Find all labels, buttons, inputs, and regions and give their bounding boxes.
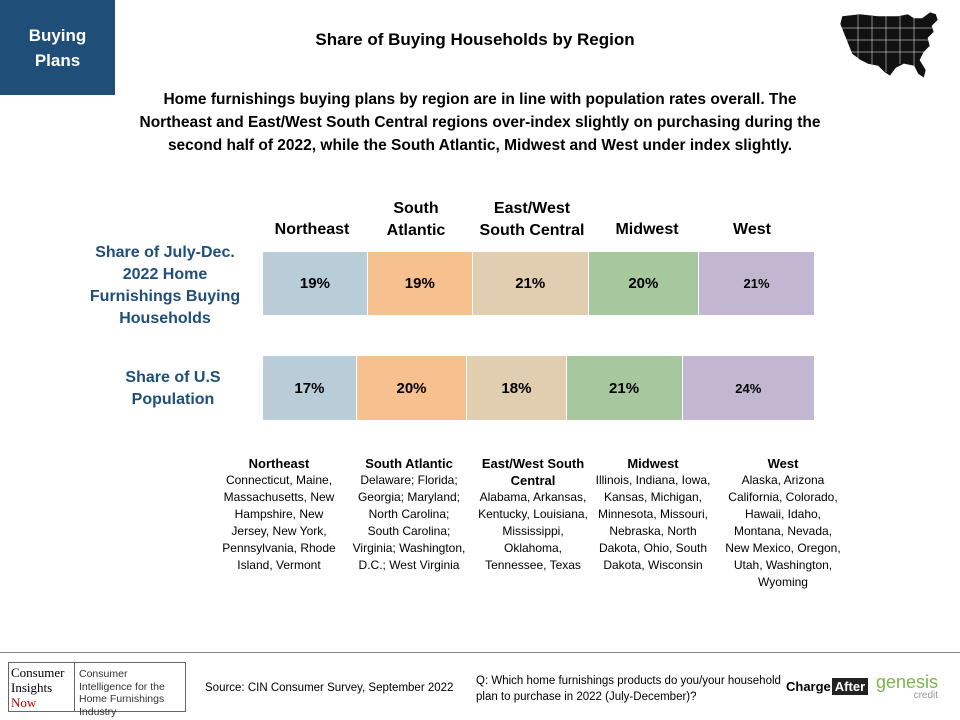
row-label-population: Share of U.S Population — [125, 369, 221, 408]
cin-logo-word: Now — [11, 695, 37, 710]
col-header-midwest: Midwest — [615, 221, 679, 238]
col-header-east-west-south-central: East/West South Central — [479, 200, 585, 239]
bar-segment-buying-4: 21% — [699, 252, 814, 315]
region-desc-east-west-south-central: East/West South Central Alabama, Arkansa… — [478, 455, 588, 574]
cin-logo-tagline: Consumer Intelligence for the Home Furni… — [79, 668, 165, 718]
region-desc-states: Alaska, Arizona California, Colorado, Ha… — [725, 473, 841, 589]
us-map-icon — [839, 11, 939, 79]
region-desc-west: West Alaska, Arizona California, Colorad… — [724, 455, 842, 591]
genesis-logo-sub: credit — [913, 690, 939, 701]
section-tag-label: Buying Plans — [28, 25, 87, 70]
bar-segment-population-3: 21% — [566, 356, 682, 420]
bar-segment-population-1: 20% — [356, 356, 467, 420]
bar-segment-buying-0: 19% — [263, 252, 367, 315]
chargeafter-logo: Charge After — [786, 678, 869, 695]
source-note: Source: CIN Consumer Survey, September 2… — [205, 682, 454, 694]
section-tag: Buying Plans — [0, 0, 115, 95]
region-desc-states: Alabama, Arkansas, Kentucky, Louisiana, … — [478, 490, 588, 572]
bar-segment-buying-1: 19% — [367, 252, 472, 315]
cin-logo-word: Consumer — [11, 665, 65, 680]
region-desc-title: South Atlantic — [365, 456, 453, 471]
bar-segment-buying-3: 20% — [588, 252, 699, 315]
region-desc-title: West — [767, 456, 799, 471]
page-title: Share of Buying Households by Region — [315, 30, 635, 49]
row-label-buying-households: Share of July-Dec. 2022 Home Furnishings… — [89, 244, 241, 327]
intro-text: Home furnishings buying plans by region … — [139, 91, 821, 154]
col-header-northeast: Northeast — [274, 221, 350, 238]
region-desc-south-atlantic: South Atlantic Delaware; Florida; Georgi… — [352, 455, 466, 574]
region-desc-states: Delaware; Florida; Georgia; Maryland; No… — [352, 473, 466, 572]
region-desc-states: Connecticut, Maine, Massachusetts, New H… — [222, 473, 336, 572]
chargeafter-logo-part: After — [831, 678, 869, 695]
genesis-credit-logo: genesis credit — [876, 672, 939, 701]
region-desc-title: Northeast — [248, 456, 310, 471]
region-desc-midwest: Midwest Illinois, Indiana, Iowa, Kansas,… — [594, 455, 712, 574]
col-header-south-atlantic: South Atlantic — [386, 200, 446, 239]
region-desc-states: Illinois, Indiana, Iowa, Kansas, Michiga… — [595, 473, 711, 572]
region-desc-title: Midwest — [627, 456, 679, 471]
chargeafter-logo-part: Charge — [786, 679, 831, 694]
region-desc-northeast: Northeast Connecticut, Maine, Massachuse… — [218, 455, 340, 574]
genesis-logo-word: genesis — [876, 672, 939, 692]
region-desc-title: East/West South Central — [481, 456, 585, 488]
cin-logo-wordmark: Consumer Insights Now — [9, 663, 75, 711]
survey-question: Q: Which home furnishings products do yo… — [476, 675, 781, 703]
bar-segment-buying-2: 21% — [472, 252, 588, 315]
footer-divider — [0, 652, 960, 653]
bar-segment-population-0: 17% — [263, 356, 356, 420]
cin-logo-word: Insights — [11, 680, 53, 695]
col-header-west: West — [733, 221, 771, 238]
cin-logo: Consumer Insights Now Consumer Intellige… — [8, 662, 186, 718]
bar-segment-population-2: 18% — [467, 356, 566, 420]
bar-segment-population-4: 24% — [682, 356, 814, 420]
